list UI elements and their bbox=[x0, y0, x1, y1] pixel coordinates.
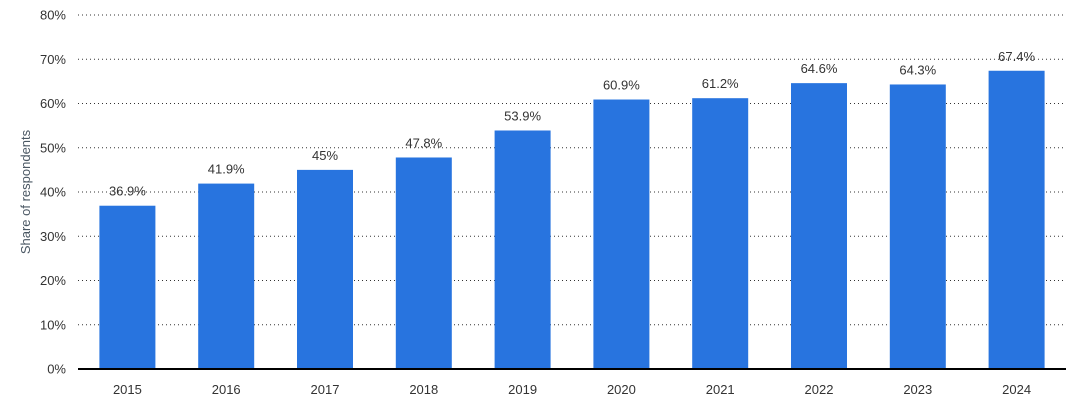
y-tick-label: 0% bbox=[47, 362, 66, 377]
x-tick-label: 2020 bbox=[607, 382, 636, 397]
y-axis-title: Share of respondents bbox=[18, 129, 33, 254]
bar-2021[interactable] bbox=[692, 98, 749, 369]
x-tick-label: 2018 bbox=[409, 382, 438, 397]
y-tick-label: 30% bbox=[40, 229, 66, 244]
data-label-2016: 41.9% bbox=[208, 162, 245, 177]
y-tick-label: 50% bbox=[40, 140, 66, 155]
bar-2018[interactable] bbox=[395, 157, 452, 369]
data-label-2023: 64.3% bbox=[899, 62, 936, 77]
x-tick-label: 2021 bbox=[706, 382, 735, 397]
y-tick-label: 60% bbox=[40, 96, 66, 111]
x-tick-label: 2019 bbox=[508, 382, 537, 397]
x-tick-label: 2016 bbox=[212, 382, 241, 397]
bar-2017[interactable] bbox=[297, 169, 353, 369]
bar-2023[interactable] bbox=[889, 84, 946, 369]
bar-2015[interactable] bbox=[99, 205, 156, 369]
bar-2019[interactable] bbox=[494, 130, 551, 369]
data-label-2020: 60.9% bbox=[603, 78, 640, 93]
bar-2022[interactable] bbox=[791, 83, 847, 370]
x-tick-label: 2015 bbox=[113, 382, 142, 397]
data-label-2017: 45% bbox=[312, 148, 338, 163]
y-tick-label: 80% bbox=[40, 8, 66, 23]
y-tick-label: 70% bbox=[40, 52, 66, 67]
y-tick-label: 40% bbox=[40, 185, 66, 200]
x-tick-label: 2023 bbox=[903, 382, 932, 397]
data-label-2021: 61.2% bbox=[702, 76, 739, 91]
bar-2016[interactable] bbox=[198, 183, 255, 369]
data-label-2024: 67.4% bbox=[998, 49, 1035, 64]
bar-2020[interactable] bbox=[593, 99, 650, 369]
y-tick-label: 10% bbox=[40, 317, 66, 332]
data-label-2019: 53.9% bbox=[504, 108, 541, 123]
x-tick-label: 2024 bbox=[1002, 382, 1031, 397]
x-tick-label: 2017 bbox=[311, 382, 340, 397]
bar-2024[interactable] bbox=[988, 70, 1045, 369]
data-label-2018: 47.8% bbox=[405, 135, 442, 150]
data-labels: 36.9% 41.9% 45% 47.8% 53.9% 60.9% 61.2% 64.6% 64… bbox=[109, 49, 1036, 199]
axes: 0% 10% 20% 30% 40% 50% 60% 70% 80% 2015 2016 2017 20… bbox=[40, 8, 1066, 397]
data-label-2022: 64.6% bbox=[801, 61, 838, 76]
y-tick-label: 20% bbox=[40, 273, 66, 288]
data-label-2015: 36.9% bbox=[109, 184, 146, 199]
x-tick-label: 2022 bbox=[805, 382, 834, 397]
bars bbox=[99, 70, 1045, 370]
